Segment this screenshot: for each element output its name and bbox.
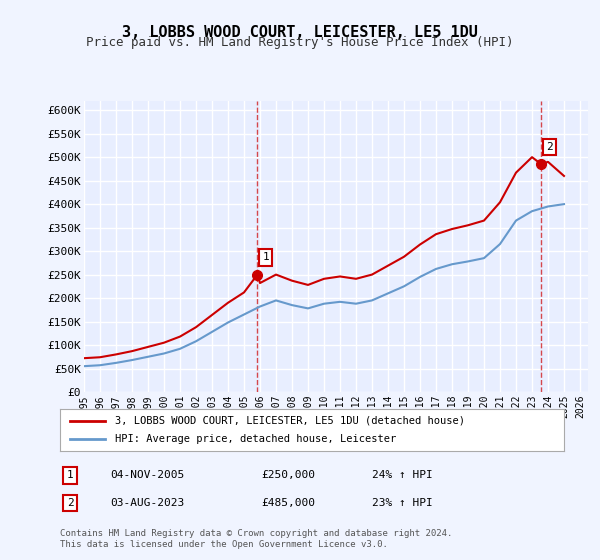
Text: HPI: Average price, detached house, Leicester: HPI: Average price, detached house, Leic… — [115, 434, 397, 444]
Text: 3, LOBBS WOOD COURT, LEICESTER, LE5 1DU: 3, LOBBS WOOD COURT, LEICESTER, LE5 1DU — [122, 25, 478, 40]
Text: 1: 1 — [67, 470, 73, 480]
Text: £250,000: £250,000 — [262, 470, 316, 480]
Text: Contains HM Land Registry data © Crown copyright and database right 2024.
This d: Contains HM Land Registry data © Crown c… — [60, 529, 452, 549]
Text: 2: 2 — [67, 498, 73, 508]
Text: 2: 2 — [546, 142, 553, 152]
Text: 04-NOV-2005: 04-NOV-2005 — [110, 470, 185, 480]
Text: 3, LOBBS WOOD COURT, LEICESTER, LE5 1DU (detached house): 3, LOBBS WOOD COURT, LEICESTER, LE5 1DU … — [115, 416, 466, 426]
Text: 1: 1 — [262, 253, 269, 263]
Text: 23% ↑ HPI: 23% ↑ HPI — [373, 498, 433, 508]
Text: Price paid vs. HM Land Registry's House Price Index (HPI): Price paid vs. HM Land Registry's House … — [86, 36, 514, 49]
Text: £485,000: £485,000 — [262, 498, 316, 508]
Text: 24% ↑ HPI: 24% ↑ HPI — [373, 470, 433, 480]
Text: 03-AUG-2023: 03-AUG-2023 — [110, 498, 185, 508]
